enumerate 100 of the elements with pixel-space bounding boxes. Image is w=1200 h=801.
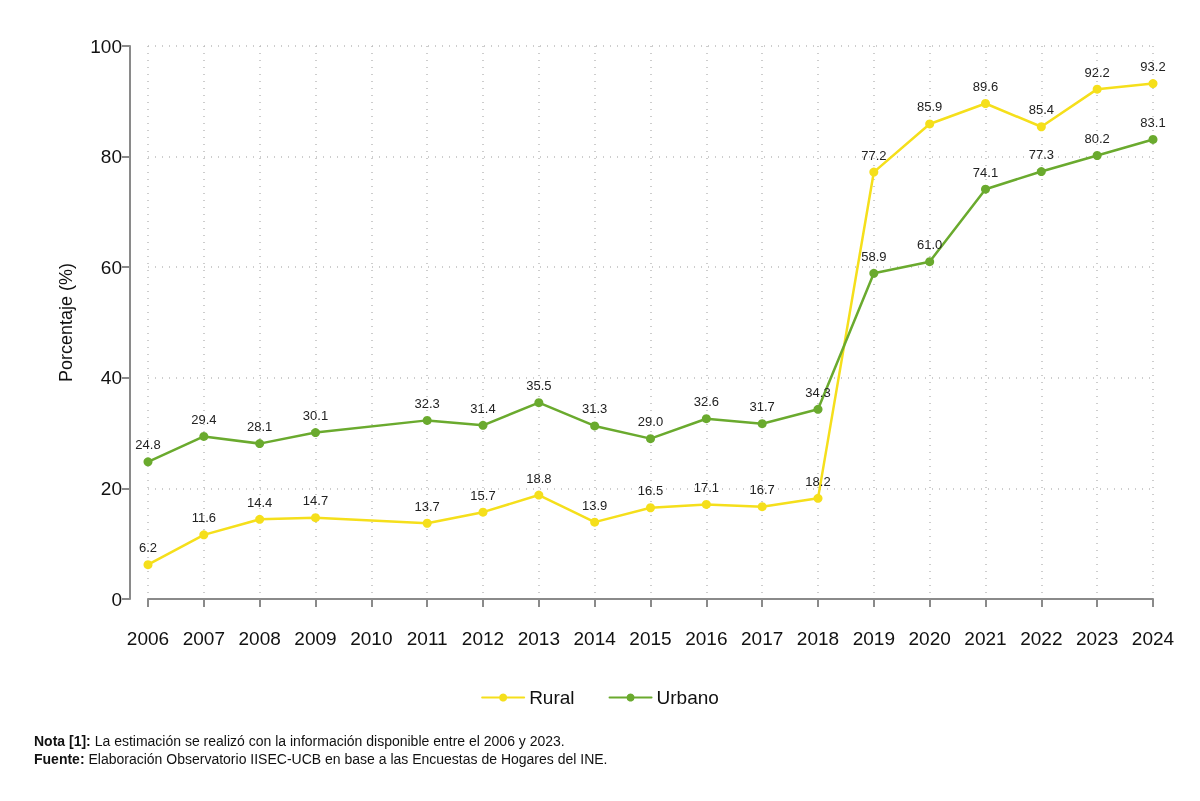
point <box>869 167 879 177</box>
data-label: 92.2 <box>1084 64 1110 80</box>
data-label: 28.1 <box>247 419 273 435</box>
x-tick-label: 2011 <box>406 628 448 649</box>
point <box>534 398 544 408</box>
data-label: 74.1 <box>972 164 999 180</box>
point <box>925 257 935 267</box>
data-label: 13.7 <box>414 498 440 514</box>
data-label: 31.4 <box>470 400 496 416</box>
x-tick-label: 2023 <box>1076 628 1119 649</box>
data-label: 13.9 <box>582 497 608 513</box>
point <box>925 119 935 129</box>
data-label: 61.0 <box>917 237 943 253</box>
x-tick-label: 2008 <box>238 628 281 649</box>
point <box>199 530 209 540</box>
data-label: 29.0 <box>637 414 664 430</box>
point <box>813 493 823 503</box>
y-axis-title: Porcentaje (%) <box>56 262 76 383</box>
x-tick-label: 2018 <box>796 628 840 649</box>
point <box>757 419 767 429</box>
data-label: 77.3 <box>1028 147 1054 163</box>
point <box>422 518 432 528</box>
data-label: 14.7 <box>302 493 329 509</box>
point <box>143 457 153 467</box>
x-tick-label: 2021 <box>964 628 1007 649</box>
data-label: 31.7 <box>749 399 775 415</box>
x-tick-label: 2013 <box>517 628 560 649</box>
point <box>981 99 990 109</box>
point <box>311 513 320 523</box>
y-tick-label: 80 <box>100 146 122 168</box>
y-tick-label: 0 <box>111 588 122 610</box>
x-tick-label: 2019 <box>852 628 895 649</box>
data-label: 17.1 <box>693 479 719 495</box>
x-tick-label: 2020 <box>908 628 951 649</box>
point <box>422 415 432 425</box>
point <box>255 439 265 449</box>
data-label: 80.2 <box>1084 130 1110 146</box>
y-tick-label: 60 <box>100 256 122 278</box>
x-tick-label: 2014 <box>573 628 617 649</box>
data-label: 32.3 <box>414 395 440 411</box>
data-label: 14.4 <box>247 494 273 510</box>
x-tick-label: 2010 <box>350 628 393 649</box>
data-label: 15.7 <box>470 487 496 503</box>
point <box>1148 79 1158 89</box>
y-tick-label: 100 <box>90 35 122 57</box>
data-label: 31.3 <box>582 401 608 417</box>
point <box>1036 122 1046 132</box>
data-label: 32.6 <box>693 394 719 410</box>
source-note: Fuente: Elaboración Observatorio IISEC-UCB en base a las Encuestas de Hogares del INE. <box>34 751 608 767</box>
data-label: 16.5 <box>637 483 664 499</box>
point <box>813 404 823 414</box>
point <box>646 503 655 513</box>
text: Nota [1]: La estimación se realizó con la información disponible entre el 2006 y 2023. <box>34 733 565 749</box>
data-label: 24.8 <box>135 437 161 453</box>
point <box>981 184 990 194</box>
data-label: 16.7 <box>749 482 775 498</box>
data-label: 93.2 <box>1140 59 1166 75</box>
data-label: 11.6 <box>191 510 217 526</box>
point <box>590 421 600 431</box>
point <box>255 514 265 524</box>
point <box>590 517 600 527</box>
x-tick-label: 2006 <box>126 628 170 649</box>
data-label: 89.6 <box>972 79 999 95</box>
x-tick-label: 2017 <box>741 628 784 649</box>
point <box>1092 151 1102 160</box>
point <box>701 499 711 509</box>
point <box>199 431 209 441</box>
point <box>143 560 153 570</box>
y-tick-label: 40 <box>100 367 122 389</box>
x-tick-label: 2012 <box>461 628 505 649</box>
point <box>701 414 711 424</box>
x-tick-label: 2015 <box>629 628 672 649</box>
point <box>534 490 544 500</box>
data-label: 85.9 <box>917 99 943 115</box>
legend-label: Rural <box>529 687 575 708</box>
point <box>478 507 488 517</box>
x-tick-label: 2022 <box>1020 628 1063 649</box>
point <box>869 268 879 278</box>
x-tick-label: 2016 <box>685 628 728 649</box>
x-tick-label: 2009 <box>294 628 337 649</box>
x-tick-label: 2024 <box>1131 628 1175 649</box>
data-label: 77.2 <box>861 147 887 163</box>
point <box>757 502 767 512</box>
data-label: 18.8 <box>526 470 552 486</box>
data-label: 30.1 <box>302 408 329 424</box>
x-tick-label: 2007 <box>182 628 225 649</box>
data-label: 83.1 <box>1140 114 1166 130</box>
point <box>646 434 655 444</box>
point <box>478 420 488 430</box>
data-label: 29.4 <box>191 411 217 427</box>
y-tick-label: 20 <box>100 477 122 499</box>
data-label: 6.2 <box>138 540 158 556</box>
point <box>1148 134 1158 144</box>
data-label: 35.5 <box>526 378 552 394</box>
data-label: 58.9 <box>861 248 887 264</box>
point <box>1092 84 1102 94</box>
point <box>1036 167 1046 177</box>
legend-label: Urbano <box>656 687 719 708</box>
point <box>311 428 320 438</box>
data-label: 85.4 <box>1028 102 1054 118</box>
